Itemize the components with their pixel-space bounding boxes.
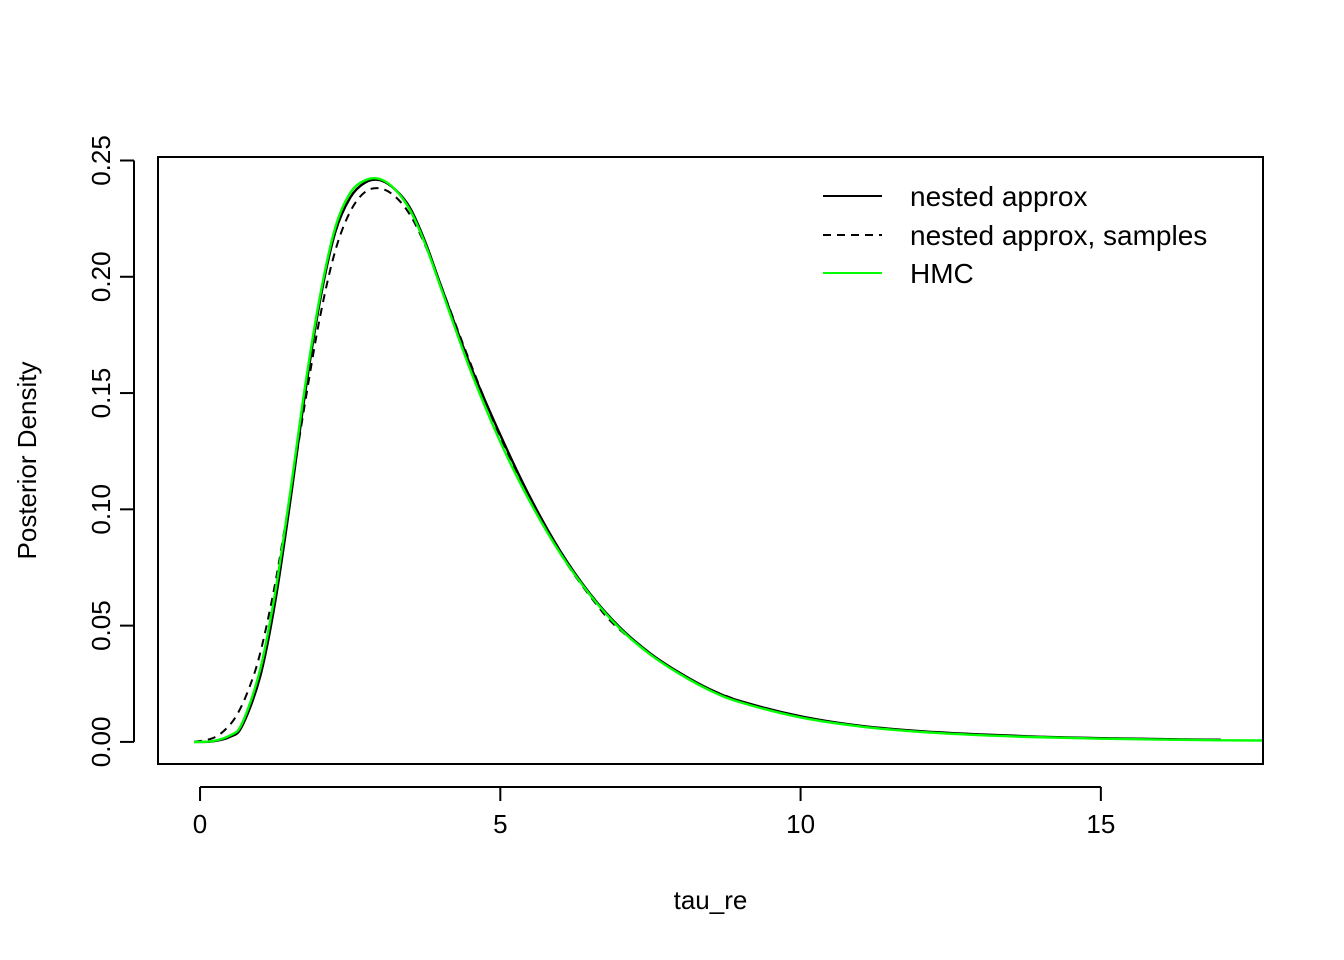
- y-tick-label: 0.25: [86, 135, 116, 186]
- y-tick-label: 0.00: [86, 717, 116, 768]
- legend: nested approx nested approx, samples HMC: [823, 181, 1207, 289]
- legend-label: HMC: [910, 258, 974, 289]
- y-axis-title: Posterior Density: [12, 362, 42, 560]
- legend-label: nested approx, samples: [910, 220, 1207, 251]
- y-tick-label: 0.15: [86, 368, 116, 419]
- x-tick-label: 0: [193, 809, 207, 839]
- series-line-2: [193, 176, 1263, 744]
- legend-label: nested approx: [910, 181, 1087, 212]
- x-axis: 0 5 10 15: [193, 786, 1115, 839]
- x-tick-label: 15: [1086, 809, 1115, 839]
- y-axis: 0.00 0.05 0.10 0.15 0.20 0.25: [86, 135, 135, 768]
- y-tick-label: 0.10: [86, 484, 116, 535]
- x-tick-label: 5: [493, 809, 507, 839]
- x-tick-label: 10: [786, 809, 815, 839]
- plot-border: [157, 156, 1264, 765]
- series-lines: [193, 176, 1263, 744]
- y-tick-label: 0.05: [86, 600, 116, 651]
- y-tick-label: 0.20: [86, 251, 116, 302]
- x-axis-title: tau_re: [674, 885, 748, 915]
- series-line-0: [194, 178, 1221, 744]
- series-line-1: [193, 187, 1221, 743]
